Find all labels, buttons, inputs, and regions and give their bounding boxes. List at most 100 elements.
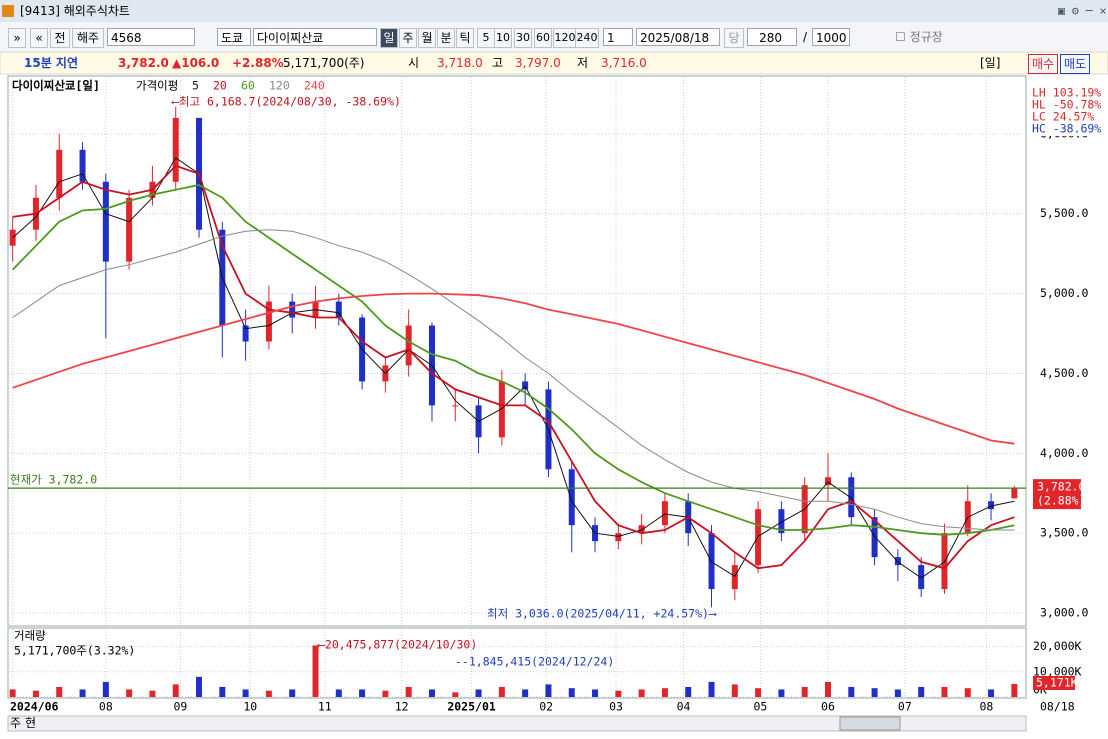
minute-button[interactable]: 5: [477, 28, 495, 48]
session-check[interactable]: ☐ 정규장: [895, 30, 943, 44]
volume-tag-text: 5,171K: [1036, 676, 1078, 690]
volume-bar: [242, 689, 249, 697]
minute-button[interactable]: 120: [553, 28, 577, 48]
volume-title: 거래량: [14, 629, 46, 643]
period-button[interactable]: 월: [418, 28, 436, 48]
interval[interactable]: 1: [603, 28, 633, 46]
count-input[interactable]: 280: [747, 28, 797, 46]
minute-button[interactable]: 60: [534, 28, 552, 48]
volume-bar: [615, 690, 622, 697]
volume-info: 5,171,700주(3.32%): [14, 644, 135, 658]
x-tick-label: 03: [609, 700, 623, 714]
y-tick-label: 3,500.0: [1040, 526, 1089, 540]
candle-body: [731, 565, 738, 590]
minute-button[interactable]: 30: [514, 28, 532, 48]
max-count[interactable]: 1000: [812, 28, 850, 46]
legend-entry: 20: [213, 79, 227, 93]
window-controls[interactable]: ▣ ⚙ ─ ✕: [1058, 4, 1107, 18]
low-label: 저: [577, 56, 589, 70]
market-button[interactable]: 전: [50, 28, 70, 48]
footer-left[interactable]: 주: [10, 716, 22, 730]
open-label: 시: [408, 56, 420, 70]
volume-bar: [1011, 683, 1018, 697]
volume-bar: [638, 689, 645, 697]
volume-bar: [452, 692, 459, 697]
stock-name: 다이이찌산쿄: [253, 28, 377, 46]
volume-bar: [382, 690, 389, 697]
title-bar: [0, 0, 1108, 22]
stat: LC 24.57%: [1032, 110, 1094, 124]
candle-body: [568, 469, 575, 526]
candle-body: [335, 301, 342, 318]
volume-bar: [9, 689, 16, 697]
period-button[interactable]: 틱: [456, 28, 474, 48]
candle-body: [615, 533, 622, 542]
price: 3,782.0: [118, 56, 169, 70]
y-tick-label: 4,000.0: [1040, 446, 1089, 460]
volume-bar: [661, 688, 668, 697]
x-tick-label: 09: [173, 700, 187, 714]
change-pct: +2.88%: [232, 56, 284, 70]
x-tick-label: 07: [898, 700, 912, 714]
scrollbar[interactable]: [7, 715, 1027, 732]
annotation: ⟵최고 6,168.7(2024/08/30, -38.69%): [171, 95, 401, 109]
price-tag-change: (2.88%): [1037, 494, 1085, 508]
x-tick-label: 08: [979, 700, 993, 714]
candle-body: [126, 197, 133, 262]
volume-bar: [498, 686, 505, 697]
volume-bar: [755, 688, 762, 697]
x-tick-label: 11: [318, 700, 332, 714]
buy-button[interactable]: 매수: [1028, 54, 1058, 74]
volume-bar: [428, 689, 435, 697]
legend-entry: 240: [304, 79, 325, 93]
volume-tick-label: 10,000K: [1033, 664, 1082, 678]
period-button[interactable]: 일: [380, 28, 398, 48]
price-tag-text: 3,782.0: [1037, 480, 1086, 494]
current-price-label: 현재가 3,782.0: [10, 473, 97, 487]
volume-bar: [79, 689, 86, 697]
volume-bar: [685, 686, 692, 697]
x-tick-label: 10: [243, 700, 257, 714]
legend-entry: 5: [192, 79, 199, 93]
candle-body: [848, 477, 855, 518]
volume-bar: [149, 690, 156, 697]
nav-button[interactable]: «: [30, 28, 48, 48]
info-bar-bg: [0, 51, 1108, 75]
minute-button[interactable]: 240: [575, 28, 599, 48]
minute-button[interactable]: 10: [494, 28, 512, 48]
y-tick-label: 5,500.0: [1040, 206, 1089, 220]
volume-bar: [848, 686, 855, 697]
volume-tag: [1033, 676, 1075, 690]
volume-bar: [359, 689, 366, 697]
nav-button[interactable]: »: [8, 28, 26, 48]
footer-right[interactable]: 현: [25, 716, 37, 730]
open: 3,718.0: [437, 56, 483, 70]
volume-bar: [172, 684, 179, 697]
period-button[interactable]: 주: [399, 28, 417, 48]
candle-body: [9, 229, 16, 246]
volume-bar: [988, 689, 995, 697]
session-label: 정규장: [909, 30, 943, 44]
period-button[interactable]: 분: [437, 28, 455, 48]
exchange-type[interactable]: 해주: [72, 28, 104, 48]
candle-body: [661, 501, 668, 526]
ma-line: [12, 164, 1015, 570]
date-input[interactable]: 2025/08/18: [636, 28, 720, 46]
volume-bar: [312, 645, 319, 697]
volume-bar: [32, 690, 39, 697]
volume-bar: [801, 686, 808, 697]
candle-body: [778, 509, 785, 534]
y-tick-label: 4,500.0: [1040, 366, 1089, 380]
ma-label: 가격이평: [136, 79, 178, 93]
price-tag: [1033, 479, 1081, 510]
volume-bar: [522, 689, 529, 697]
candle-body: [522, 381, 529, 390]
candle-body: [498, 381, 505, 438]
code-input[interactable]: 4568: [107, 28, 195, 46]
volume-bar: [475, 689, 482, 697]
current-button[interactable]: 당: [724, 28, 744, 48]
scroll-thumb[interactable]: [839, 716, 901, 731]
low: 3,716.0: [601, 56, 647, 70]
sell-button[interactable]: 매도: [1060, 54, 1090, 74]
